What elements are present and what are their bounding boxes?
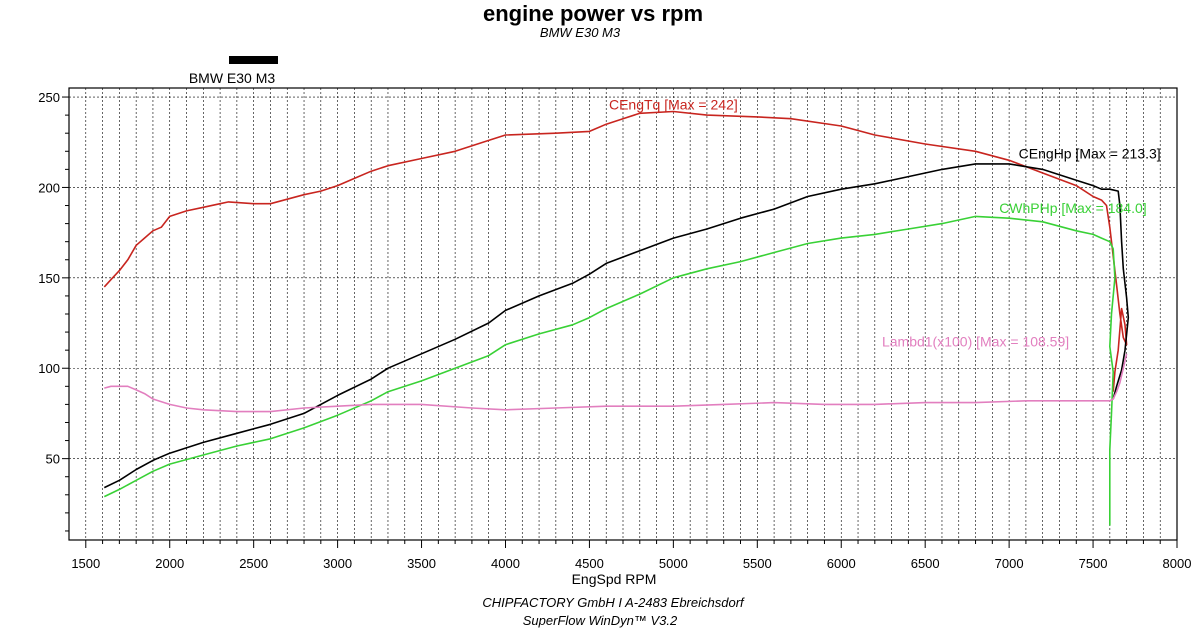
y-tick-label: 200 [38,180,60,195]
x-tick-label: 7000 [995,556,1024,571]
footer-line-1: CHIPFACTORY GmbH I A-2483 Ebreichsdorf [482,595,745,610]
series-label-2: CWhPHp [Max = 184.0] [999,200,1146,216]
y-axis: 50 100 150 200 250 [38,90,69,532]
x-tick-label: 1500 [71,556,100,571]
y-tick-label: 100 [38,361,60,376]
y-tick-label: 50 [46,452,60,467]
x-axis-label: EngSpd RPM [572,571,657,587]
series-label-3: Lambd1(x100) [Max = 108.59] [882,334,1069,350]
grid [69,88,1177,540]
x-tick-label: 4000 [491,556,520,571]
x-tick-label: 3000 [323,556,352,571]
x-tick-label: 6500 [911,556,940,571]
y-tick-label: 150 [38,271,60,286]
y-tick-label: 250 [38,90,60,105]
x-tick-label: 7500 [1079,556,1108,571]
x-tick-label: 6000 [827,556,856,571]
series-label-1: CEngHp [Max = 213.3] [1019,146,1161,162]
x-tick-label: 5500 [743,556,772,571]
series-labels: CEngTq [Max = 242] CEngHp [Max = 213.3] CW… [609,97,1161,350]
series-line-3 [104,353,1128,413]
chart-subtitle: BMW E30 M3 [540,25,621,40]
legend-label: BMW E30 M3 [189,70,276,86]
chart-title: engine power vs rpm [483,1,703,26]
x-tick-label: 2000 [155,556,184,571]
legend-swatch [229,56,278,64]
series-line-2 [103,215,1116,526]
series-label-0: CEngTq [Max = 242] [609,97,738,113]
x-tick-label: 5000 [659,556,688,571]
x-tick-label: 8000 [1163,556,1192,571]
footer-line-2: SuperFlow WinDyn™ V3.2 [523,613,678,628]
x-tick-label: 3500 [407,556,436,571]
x-axis: 1500 2000 2500 3000 3500 4000 4500 5000 5500 6000… [71,540,1191,571]
x-tick-label: 2500 [239,556,268,571]
x-tick-label: 4500 [575,556,604,571]
series-group [103,110,1130,526]
series-line-1 [103,163,1130,489]
